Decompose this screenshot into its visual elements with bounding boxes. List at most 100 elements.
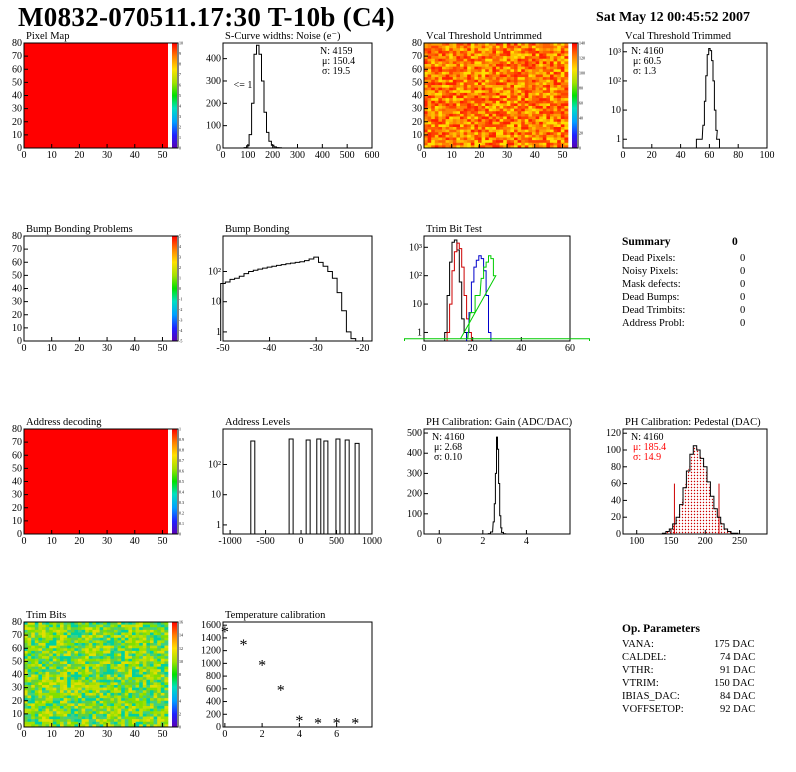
y-tick-label: 50: [12, 463, 22, 474]
heatmap-cell: [139, 692, 144, 696]
heatmap-cell: [539, 121, 544, 125]
heatmap-cell: [81, 666, 86, 670]
heatmap-cell: [128, 648, 133, 652]
heatmap-cell: [157, 658, 162, 662]
heatmap-cell: [31, 708, 36, 712]
heatmap-cell: [63, 724, 68, 728]
heatmap-cell: [510, 129, 515, 133]
heatmap-cell: [550, 64, 554, 67]
heatmap-cell: [442, 119, 446, 123]
heatmap-cell: [467, 116, 472, 120]
heatmap-cell: [492, 58, 497, 62]
heatmap-cell: [34, 632, 39, 636]
summary-label: Noisy Pixels:: [622, 266, 679, 277]
heatmap-cell: [85, 719, 90, 723]
heatmap-cell: [460, 129, 464, 133]
heatmap-cell: [560, 95, 565, 99]
heatmap-cell: [103, 708, 108, 712]
heatmap-cell: [135, 666, 140, 670]
heatmap-cell: [132, 690, 136, 694]
heatmap-cell: [488, 71, 493, 75]
heatmap-cell: [452, 56, 457, 60]
heatmap-cell: [449, 134, 454, 138]
summary-title: Summary: [622, 236, 671, 248]
heatmap-cell: [157, 664, 162, 667]
heatmap-cell: [431, 127, 436, 130]
heatmap-cell: [42, 716, 46, 720]
heatmap-cell: [139, 685, 144, 688]
histogram-line: [220, 256, 357, 341]
heatmap-cell: [485, 140, 490, 144]
heatmap-cell: [438, 92, 443, 96]
heatmap-cell: [124, 682, 129, 686]
heatmap-cell: [478, 142, 482, 146]
heatmap-cell: [510, 108, 515, 112]
heatmap-cell: [121, 677, 126, 681]
heatmap-cell: [438, 140, 443, 144]
heatmap-cell: [481, 87, 486, 91]
heatmap-cell: [442, 58, 446, 62]
heatmap-cell: [463, 129, 468, 133]
heatmap-cell: [106, 650, 111, 654]
heatmap-cell: [528, 132, 533, 136]
heatmap-cell: [42, 632, 46, 636]
heatmap-cell: [27, 624, 32, 628]
heatmap-cell: [99, 635, 104, 639]
heatmap-cell: [164, 629, 169, 633]
heatmap-cell: [553, 111, 558, 115]
heatmap-cell: [506, 134, 511, 138]
heatmap-cell: [42, 695, 46, 699]
heatmap-cell: [431, 111, 436, 115]
heatmap-cell: [88, 661, 93, 665]
heatmap-cell: [110, 622, 115, 625]
heatmap-cell: [463, 77, 468, 81]
heatmap-cell: [81, 661, 86, 665]
heatmap-cell: [517, 61, 522, 65]
heatmap-cell: [60, 685, 64, 688]
heatmap-cell: [553, 43, 558, 46]
heatmap-cell: [499, 113, 504, 117]
heatmap-cell: [442, 85, 446, 88]
heatmap-cell: [56, 677, 61, 681]
heatmap-cell: [85, 692, 90, 696]
heatmap-cell: [128, 713, 133, 717]
heatmap-cell: [110, 687, 115, 691]
heatmap-cell: [150, 669, 154, 673]
heatmap-cell: [524, 48, 529, 52]
x-tick-label: 250: [732, 536, 747, 547]
heatmap-cell: [128, 653, 133, 657]
heatmap-cell: [146, 724, 151, 728]
heatmap-cell: [139, 669, 144, 673]
heatmap-cell: [139, 637, 144, 641]
heatmap-cell: [117, 708, 122, 712]
heatmap-cell: [78, 653, 82, 657]
heatmap-cell: [99, 637, 104, 641]
heatmap-cell: [34, 669, 39, 673]
heatmap-cell: [135, 719, 140, 723]
heatmap-cell: [34, 664, 39, 667]
heatmap-cell: [31, 640, 36, 644]
heatmap-cell: [164, 661, 169, 665]
heatmap-cell: [460, 82, 464, 86]
heatmap-cell: [503, 74, 508, 78]
heatmap-cell: [524, 140, 529, 144]
heatmap-cell: [427, 95, 432, 99]
heatmap-cell: [424, 127, 428, 130]
heatmap-cell: [542, 132, 547, 136]
heatmap-cell: [121, 690, 126, 694]
heatmap-cell: [434, 142, 439, 146]
heatmap-cell: [456, 137, 461, 141]
heatmap-cell: [110, 703, 115, 707]
heatmap-cell: [449, 48, 454, 52]
heatmap-cell: [139, 690, 144, 694]
heatmap-cell: [485, 53, 490, 57]
heatmap-cell: [431, 116, 436, 120]
heatmap-cell: [81, 706, 86, 709]
heatmap-cell: [553, 95, 558, 99]
heatmap-cell: [99, 695, 104, 699]
heatmap-cell: [539, 90, 544, 94]
heatmap-cell: [85, 656, 90, 660]
heatmap-cell: [442, 71, 446, 75]
heatmap-cell: [474, 145, 479, 149]
x-tick-label: 20: [74, 150, 84, 161]
